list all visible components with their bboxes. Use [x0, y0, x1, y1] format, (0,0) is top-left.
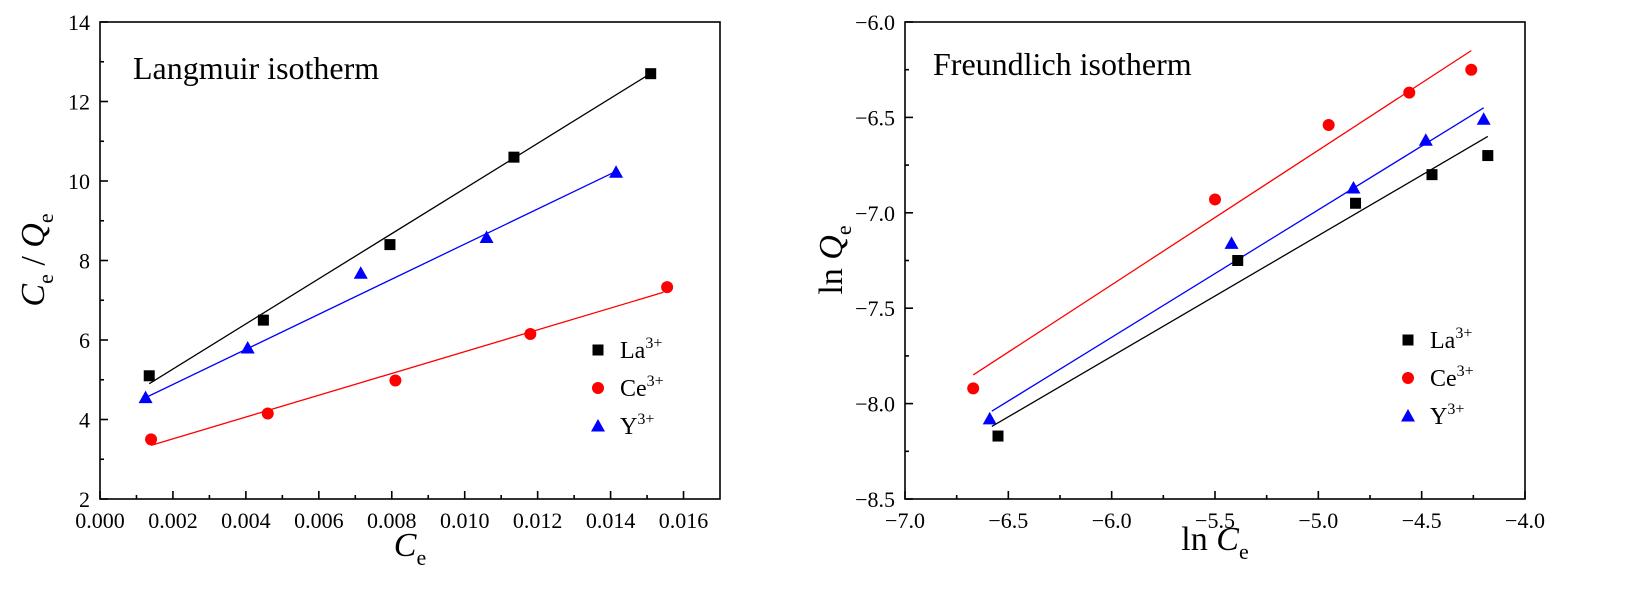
langmuir-data-points [138, 68, 674, 446]
freundlich-point-la [1232, 255, 1244, 266]
y-tick-label: −7.0 [855, 201, 895, 226]
x-tick-label: 0.008 [367, 508, 417, 533]
langmuir-point-la [508, 151, 520, 163]
freundlich-point-ce [1209, 193, 1221, 206]
langmuir-point-la [645, 68, 657, 80]
y-tick-label: 14 [68, 10, 90, 35]
x-tick-label: −4.0 [1505, 508, 1545, 533]
freundlich-point-y [1476, 112, 1491, 125]
langmuir-point-y [353, 266, 368, 279]
freundlich-point-la [1350, 197, 1362, 209]
freundlich-fit-line-la [991, 135, 1489, 428]
y-tick-label: −8.5 [855, 487, 895, 512]
x-tick-label: −7.0 [885, 508, 925, 533]
legend-label-y: Y3+ [1430, 401, 1464, 430]
x-tick-label: 0.012 [513, 508, 563, 533]
freundlich-point-ce [1465, 63, 1478, 76]
freundlich-point-y [1346, 180, 1361, 194]
freundlich-point-y [982, 411, 997, 425]
x-tick-label: 0.004 [221, 508, 271, 533]
langmuir-point-y [479, 230, 494, 243]
x-tick-label: −5.5 [1195, 508, 1235, 533]
langmuir-point-la [143, 370, 155, 382]
freundlich-point-ce [1322, 119, 1335, 132]
x-tick-label: 0.000 [75, 508, 125, 533]
freundlich-chart: Freundlich isotherm −7.0 −6.5 −6.0 −5.5 −5.0… [813, 10, 1545, 564]
langmuir-point-y [609, 165, 624, 178]
y-tick-label: 2 [79, 487, 90, 512]
freundlich-fit-line-ce [972, 50, 1472, 376]
freundlich-point-ce [1403, 86, 1416, 99]
langmuir-fit-line-ce [150, 291, 664, 446]
freundlich-point-ce [967, 382, 980, 395]
freundlich-point-la [1482, 150, 1494, 162]
langmuir-point-ce [145, 433, 158, 446]
langmuir-point-ce [661, 281, 674, 294]
x-tick-label: −5.0 [1298, 508, 1338, 533]
y-tick-label: 10 [68, 169, 90, 194]
langmuir-point-y [138, 390, 153, 404]
langmuir-point-ce [389, 374, 402, 387]
legend-marker-y [591, 419, 605, 432]
langmuir-point-ce [524, 328, 537, 341]
y-tick-label: −6.0 [855, 10, 895, 35]
legend-label-ce: Ce3+ [1430, 363, 1474, 392]
y-tick-label: −7.5 [855, 296, 895, 321]
freundlich-y-axis-label: ln Qe [813, 225, 856, 294]
legend-label-la: La3+ [1430, 325, 1472, 354]
langmuir-ticks: 0.000 0.002 0.004 0.006 0.008 0.010 0.012 0.014… [68, 10, 708, 533]
x-tick-label: 0.016 [659, 508, 709, 533]
y-tick-label: 12 [68, 90, 90, 115]
langmuir-chart-title: Langmuir isotherm [133, 50, 379, 86]
langmuir-legend: La3+ Ce3+ Y3+ [591, 335, 664, 440]
x-tick-label: −6.5 [988, 508, 1028, 533]
langmuir-point-ce [261, 407, 274, 420]
legend-label-y: Y3+ [620, 411, 654, 440]
x-tick-label: 0.002 [148, 508, 198, 533]
x-tick-label: −4.5 [1402, 508, 1442, 533]
x-tick-label: 0.006 [294, 508, 344, 533]
freundlich-legend: La3+ Ce3+ Y3+ [1401, 325, 1474, 430]
legend-label-la: La3+ [620, 335, 662, 364]
freundlich-point-y [1418, 133, 1433, 146]
x-tick-label: 0.010 [440, 508, 490, 533]
x-tick-label: 0.014 [586, 508, 636, 533]
freundlich-point-la [1426, 169, 1438, 181]
y-tick-label: 8 [79, 249, 90, 274]
freundlich-x-axis-label: ln Ce [1181, 521, 1248, 564]
legend-marker-la [1402, 334, 1414, 346]
langmuir-fit-line-la [148, 75, 648, 385]
langmuir-y-axis-label: Ce / Qe [15, 213, 58, 306]
langmuir-chart: Langmuir isotherm 0.000 0.002 0.004 0.006 0.… [15, 10, 721, 570]
langmuir-point-la [384, 239, 396, 251]
freundlich-data-points [967, 63, 1494, 442]
legend-marker-ce [592, 382, 604, 394]
y-tick-label: −8.0 [855, 392, 895, 417]
x-tick-label: −6.0 [1092, 508, 1132, 533]
freundlich-ticks: −7.0 −6.5 −6.0 −5.5 −5.0 −4.5 −4.0 −8.5 −8.0 −7.5… [855, 10, 1545, 533]
freundlich-point-la [992, 430, 1004, 442]
legend-label-ce: Ce3+ [620, 373, 664, 402]
langmuir-point-la [257, 314, 269, 326]
langmuir-fit-line-y [145, 172, 613, 399]
langmuir-fit-lines [145, 75, 664, 446]
langmuir-point-y [240, 340, 255, 354]
legend-marker-la [592, 344, 604, 356]
legend-marker-y [1401, 409, 1415, 422]
freundlich-point-y [1224, 236, 1239, 249]
y-tick-label: −6.5 [855, 105, 895, 130]
langmuir-x-axis-label: Ce [394, 527, 426, 570]
y-tick-label: 4 [79, 408, 90, 433]
legend-marker-ce [1402, 372, 1414, 384]
freundlich-chart-title: Freundlich isotherm [933, 46, 1192, 82]
y-tick-label: 6 [79, 328, 90, 353]
